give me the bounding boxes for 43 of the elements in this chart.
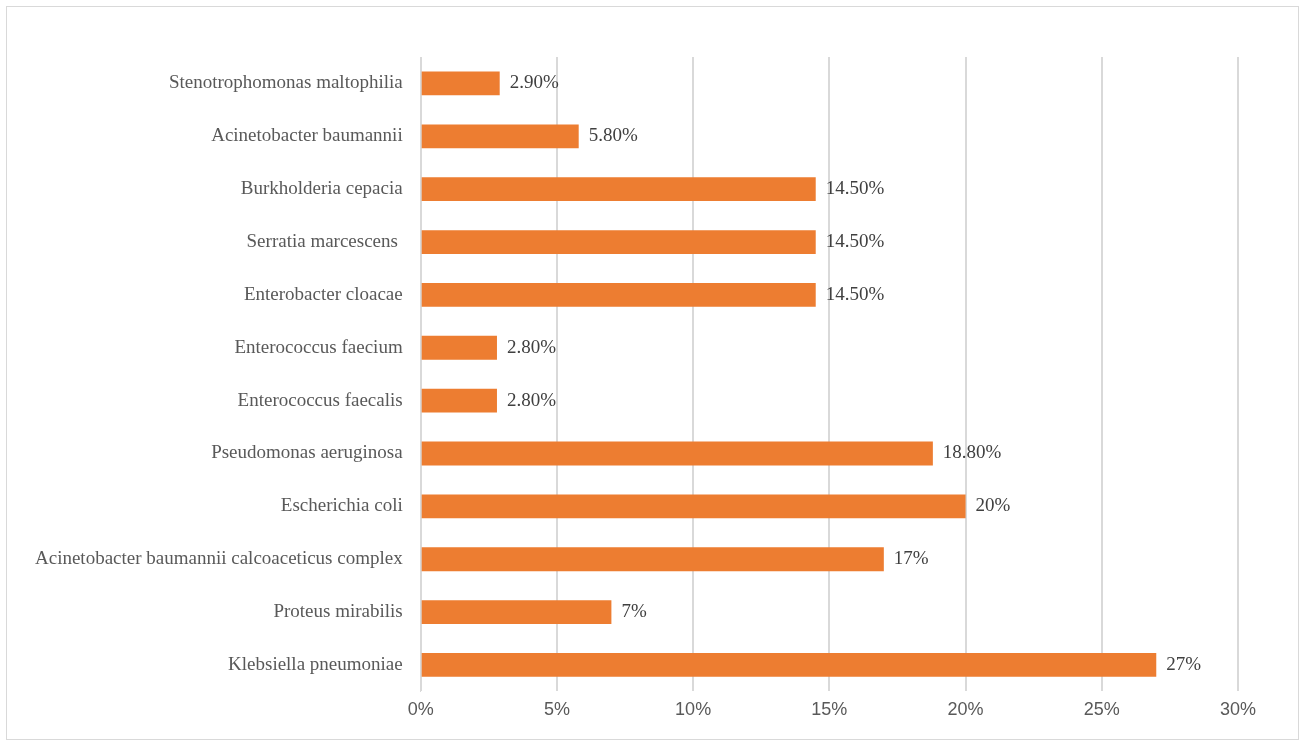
- bar: [421, 494, 966, 519]
- data-label: 2.80%: [506, 335, 557, 357]
- y-tick-label: Enterobacter cloacae: [243, 282, 403, 304]
- y-tick-label: Acinetobacter baumannii: [211, 124, 403, 146]
- bar: [421, 600, 612, 624]
- y-tick-label: Enterococcus faecium: [234, 335, 403, 357]
- x-tick-label: 5%: [543, 699, 570, 720]
- x-tick-label: 30%: [1219, 699, 1257, 720]
- data-label: 2.80%: [506, 388, 557, 410]
- data-label: 2.90%: [509, 71, 559, 93]
- x-tick-label: 25%: [1083, 699, 1120, 720]
- y-tick-label: Proteus mirabilis: [273, 600, 403, 622]
- data-label: 17%: [893, 547, 929, 569]
- bar: [421, 441, 933, 466]
- data-label: 7%: [621, 600, 647, 622]
- y-tick-label: Acinetobacter baumannii calcoaceticus complex: [34, 547, 404, 569]
- bar: [421, 388, 497, 413]
- bar: [421, 230, 816, 254]
- bar: [421, 71, 500, 96]
- data-label: 5.80%: [588, 124, 638, 146]
- bar: [421, 653, 1157, 677]
- bar: [421, 124, 579, 149]
- data-label: 14.50%: [825, 177, 885, 199]
- x-tick-label: 10%: [675, 699, 712, 720]
- data-label: 27%: [1166, 652, 1202, 674]
- y-tick-label: Burkholderia cepacia: [240, 177, 404, 199]
- data-label: 18.80%: [942, 441, 1002, 463]
- data-label: 14.50%: [825, 230, 885, 252]
- bar: [421, 335, 497, 360]
- y-tick-label: Serratia marcescens: [246, 230, 403, 252]
- bar: [421, 547, 884, 572]
- x-tick-label: 15%: [811, 699, 848, 720]
- bar: [421, 177, 816, 202]
- y-tick-label: Stenotrophomonas maltophilia: [168, 71, 404, 93]
- y-tick-label: Klebsiella pneumoniae: [228, 652, 403, 674]
- y-tick-label: Escherichia coli: [280, 494, 403, 516]
- data-label: 14.50%: [825, 282, 885, 304]
- y-tick-label: Pseudomonas aeruginosa: [211, 441, 404, 463]
- data-label: 20%: [975, 494, 1011, 516]
- x-tick-label: 20%: [947, 699, 984, 720]
- x-tick-label: 0%: [407, 699, 434, 720]
- y-tick-label: Enterococcus faecalis: [237, 388, 403, 410]
- bar: [421, 283, 816, 307]
